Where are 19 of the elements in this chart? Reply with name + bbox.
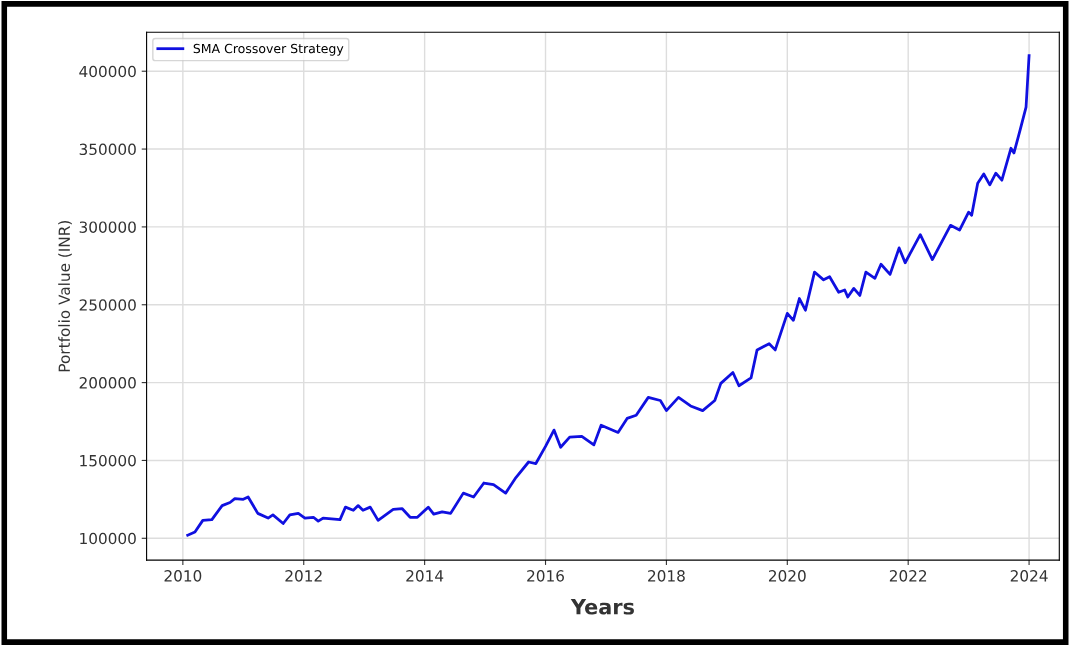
- x-axis-title: Years: [570, 599, 634, 615]
- x-tick-label: 2022: [889, 570, 927, 582]
- x-tick-label: 2014: [406, 570, 444, 582]
- y-axis-title: Portfolio Value (INR): [58, 221, 72, 372]
- x-tick-label: 2016: [527, 570, 564, 582]
- line-series: [186, 54, 1031, 537]
- y-tick-label: 350000: [79, 143, 136, 156]
- legend-label: SMA Crossover Strategy: [193, 43, 344, 56]
- x-tick-label: 2012: [285, 570, 322, 582]
- y-tick-label: 400000: [79, 65, 136, 78]
- y-tick-label: 150000: [80, 454, 136, 467]
- x-tick-label: 2010: [164, 570, 202, 582]
- x-tick-label: 2020: [768, 570, 806, 582]
- x-tick-label: 2024: [1010, 570, 1048, 582]
- y-tick-label: 250000: [79, 299, 136, 311]
- y-tick-label: 300000: [79, 221, 136, 233]
- x-tick-label: 2018: [648, 570, 685, 582]
- y-tick-label: 200000: [79, 377, 136, 389]
- y-tick-label: 100000: [80, 532, 136, 545]
